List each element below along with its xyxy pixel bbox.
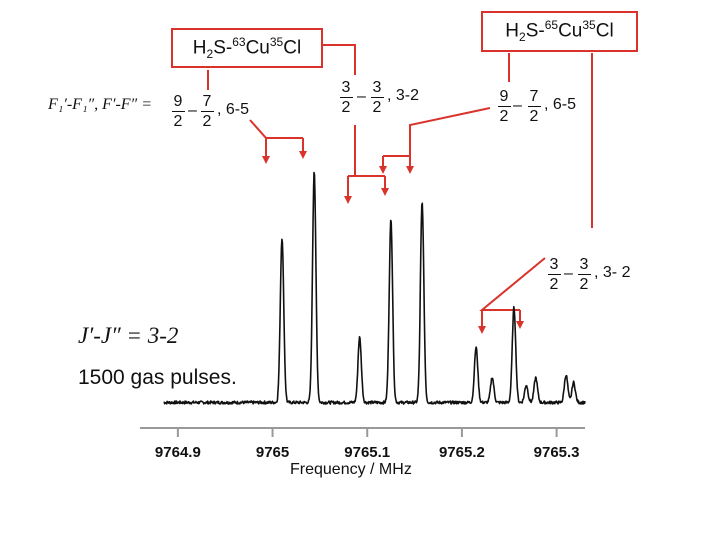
x-axis-label: Frequency / MHz bbox=[290, 461, 412, 478]
assignment-suffix: , 3-2 bbox=[387, 87, 420, 104]
isotopologue-box-63cu: H2S-63Cu35Cl bbox=[171, 28, 323, 68]
operator: – bbox=[357, 88, 366, 105]
arrow-connector bbox=[323, 44, 356, 75]
x-tick-label: 9765.2 bbox=[438, 444, 485, 461]
annotation-arrows bbox=[207, 44, 593, 334]
x-tick-label: 9765.3 bbox=[533, 444, 580, 461]
spectrum-trace bbox=[163, 171, 586, 405]
quantum-number-label: F₁′-F₁″, F′-F″ = bbox=[48, 96, 152, 113]
arrow-bracket bbox=[383, 107, 491, 157]
assignment-suffix: , 3- 2 bbox=[594, 264, 631, 281]
x-tick-label: 9765.1 bbox=[344, 444, 391, 461]
isotopologue-label-63cu: H2S-63Cu35Cl bbox=[192, 34, 302, 62]
x-tick-label: 9765 bbox=[255, 444, 290, 461]
arrow-bracket bbox=[249, 119, 303, 139]
isotopologue-label-65cu: H2S-65Cu35Cl bbox=[505, 18, 614, 45]
operator: – bbox=[513, 97, 522, 114]
operator: – bbox=[564, 265, 573, 282]
assignment-suffix: , 6-5 bbox=[544, 96, 577, 113]
assignment-suffix: , 6-5 bbox=[217, 101, 250, 118]
x-tick-label: 9764.9 bbox=[154, 444, 201, 461]
j-transition-label: J′-J″ = 3-2 bbox=[78, 323, 179, 348]
arrow-bracket bbox=[479, 257, 546, 311]
operator: – bbox=[188, 102, 197, 119]
isotopologue-box-65cu: H2S-65Cu35Cl bbox=[481, 11, 638, 52]
x-axis-ticks bbox=[176, 428, 558, 437]
gas-pulses-label: 1500 gas pulses. bbox=[78, 366, 237, 389]
